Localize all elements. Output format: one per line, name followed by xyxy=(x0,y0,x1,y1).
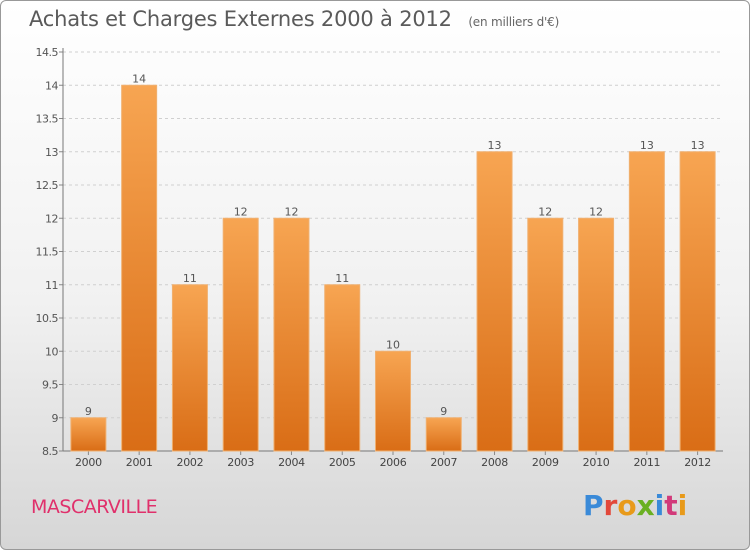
y-tick-label: 9.5 xyxy=(42,379,58,392)
bar xyxy=(273,217,310,452)
town-name: MASCARVILLE xyxy=(31,496,158,518)
x-tick-label: 2005 xyxy=(329,456,356,469)
bar xyxy=(628,151,665,452)
y-tick-label: 13.5 xyxy=(36,113,59,126)
bar xyxy=(578,217,615,452)
bar-value-label: 13 xyxy=(640,139,654,152)
bar-value-label: 14 xyxy=(132,72,146,85)
x-tick-label: 2008 xyxy=(481,456,508,469)
bar-value-label: 9 xyxy=(85,405,92,418)
x-tick-label: 2010 xyxy=(583,456,610,469)
proxiti-logo[interactable]: Proxiti xyxy=(583,489,687,522)
bar xyxy=(121,84,158,452)
bar xyxy=(527,217,564,452)
chart-title-block: Achats et Charges Externes 2000 à 2012 (… xyxy=(29,7,559,31)
brand-letter: o xyxy=(617,489,637,522)
x-tick-label: 2001 xyxy=(126,456,153,469)
x-tick-label: 2000 xyxy=(75,456,102,469)
x-tick-label: 2012 xyxy=(684,456,711,469)
bar-value-label: 11 xyxy=(335,272,349,285)
bar xyxy=(476,151,513,452)
bar xyxy=(375,350,411,452)
bar-value-label: 12 xyxy=(234,205,248,218)
x-tick-label: 2011 xyxy=(633,456,660,469)
x-tick-label: 2007 xyxy=(430,456,457,469)
x-tick-label: 2004 xyxy=(278,456,305,469)
bar-value-label: 10 xyxy=(386,338,400,351)
brand-letter: i xyxy=(654,489,665,522)
y-tick-label: 9 xyxy=(52,412,59,425)
bar-value-label: 12 xyxy=(538,205,552,218)
brand-letter: t xyxy=(664,489,678,522)
y-tick-label: 14 xyxy=(45,79,58,92)
value-labels: 9 14 11 12 12 11 10 9 13 12 12 13 13 xyxy=(85,72,705,418)
bar xyxy=(171,284,208,452)
brand-letter: P xyxy=(583,489,604,522)
x-tick-label: 2009 xyxy=(532,456,559,469)
brand-letter: r xyxy=(603,489,618,522)
bar xyxy=(222,217,259,452)
x-tick-label: 2003 xyxy=(227,456,254,469)
bar-value-label: 12 xyxy=(589,205,603,218)
y-tick-label: 10 xyxy=(45,345,58,358)
y-tick-label: 12.5 xyxy=(36,179,59,192)
chart-subtitle: (en milliers d'€) xyxy=(468,15,560,29)
x-tick-label: 2006 xyxy=(380,456,407,469)
bar xyxy=(324,284,361,452)
bar-value-label: 12 xyxy=(284,205,298,218)
y-tick-label: 13 xyxy=(45,146,58,159)
x-tick-label: 2002 xyxy=(177,456,204,469)
bar xyxy=(70,417,107,452)
y-tick-label: 12 xyxy=(45,212,58,225)
chart-title: Achats et Charges Externes 2000 à 2012 xyxy=(29,7,452,31)
y-tick-label: 11 xyxy=(45,279,58,292)
bars xyxy=(70,84,716,452)
y-tick-label: 14.5 xyxy=(36,46,59,59)
y-tick-label: 8.5 xyxy=(42,445,58,458)
y-tick-label: 11.5 xyxy=(36,246,59,259)
bar-value-label: 13 xyxy=(691,139,705,152)
x-tick-labels: 2000 2001 2002 2003 2004 2005 2006 2007 2008 2009… xyxy=(75,456,711,469)
brand-letter: i xyxy=(677,489,688,522)
bar xyxy=(425,417,462,452)
bar-value-label: 13 xyxy=(488,139,502,152)
bar-value-label: 11 xyxy=(183,272,197,285)
bar xyxy=(679,151,716,452)
bar-value-label: 9 xyxy=(440,405,447,418)
y-tick-labels: 8.5 9 9.5 10 10.5 11 11.5 12 12.5 13 13.5 14 14.5 xyxy=(36,46,60,458)
brand-letter: x xyxy=(636,489,655,522)
y-tick-label: 10.5 xyxy=(36,312,59,325)
